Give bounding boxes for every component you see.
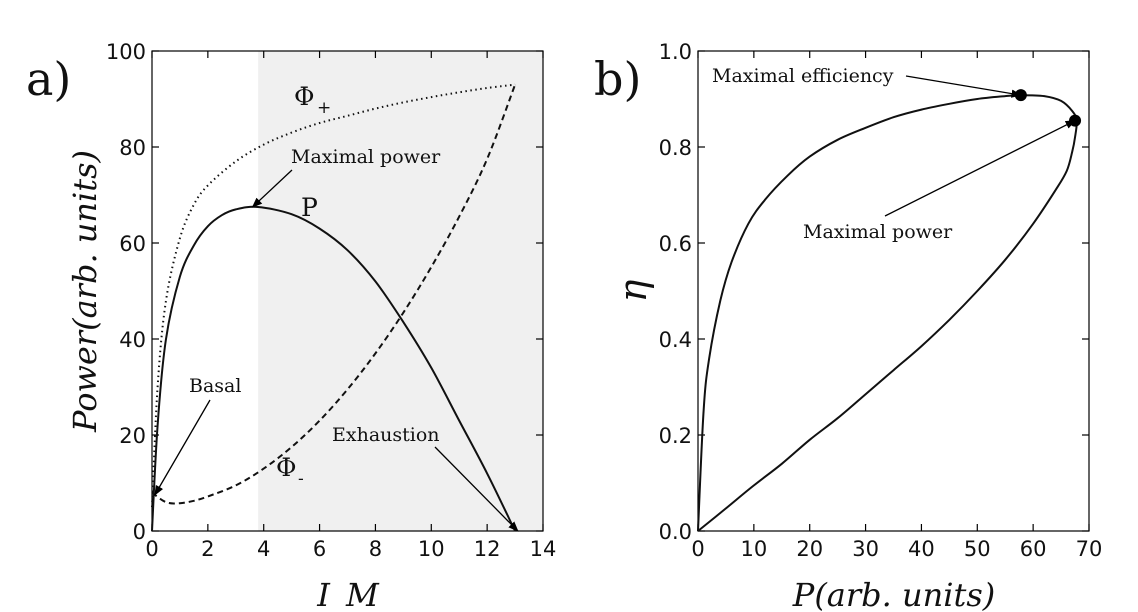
power-curve-label: P bbox=[301, 193, 318, 222]
panel-b-y-axis-title: η bbox=[611, 279, 655, 302]
x-tick-label: 50 bbox=[964, 537, 991, 561]
panel-b-x-ticks: 0 10 20 30 40 50 60 70 bbox=[691, 51, 1102, 561]
x-tick-label: 14 bbox=[530, 537, 557, 561]
y-tick-label: 0.8 bbox=[659, 136, 692, 160]
y-tick-label: 0.4 bbox=[659, 328, 692, 352]
panel-a-x-ticks: 0 2 4 6 8 10 12 14 bbox=[145, 51, 556, 561]
phi-minus-label-main: Φ bbox=[276, 453, 297, 482]
phi-plus-label-main: Φ bbox=[294, 82, 315, 111]
x-tick-label: 12 bbox=[474, 537, 501, 561]
maximal-power-arrow-a bbox=[251, 169, 293, 208]
x-tick-label: 30 bbox=[852, 537, 879, 561]
x-tick-label: 2 bbox=[201, 537, 214, 561]
power-curve bbox=[151, 205, 516, 532]
phi-plus-label-sub: + bbox=[317, 98, 331, 118]
panel-a-label: a) bbox=[26, 52, 71, 106]
y-tick-label: 1.0 bbox=[659, 40, 692, 64]
efficiency-power-curve bbox=[697, 94, 1078, 532]
basal-annotation: Basal bbox=[189, 375, 241, 397]
y-tick-label: 0 bbox=[133, 520, 146, 544]
maximal-power-annotation-a: Maximal power bbox=[291, 146, 441, 168]
phi-plus-curve bbox=[151, 83, 516, 508]
y-tick-label: 0.0 bbox=[659, 520, 692, 544]
panel-a-y-axis-title: Power(arb. units) bbox=[66, 150, 104, 433]
y-tick-label: 60 bbox=[119, 232, 146, 256]
panel-b-x-axis-title: P(arb. units) bbox=[792, 576, 995, 612]
x-tick-label: 6 bbox=[313, 537, 326, 561]
panel-b: 0 10 20 30 40 50 60 70 0.00.20.40.60.81.0 b) η … bbox=[594, 40, 1102, 612]
phi-plus-label: Φ + bbox=[294, 82, 331, 118]
x-tick-label: 10 bbox=[740, 537, 767, 561]
y-tick-label: 80 bbox=[119, 136, 146, 160]
panel-b-y-ticks: 0.0 0.2 0.4 0.6 0.8 1.0 bbox=[659, 40, 1089, 544]
x-tick-label: 10 bbox=[418, 537, 445, 561]
peak-effort-shaded-region bbox=[258, 51, 543, 531]
panel-a-plot-frame bbox=[151, 50, 544, 532]
x-tick-label: 8 bbox=[369, 537, 382, 561]
y-tick-label: 100 bbox=[106, 40, 146, 64]
panel-a: 0 2 4 6 8 10 12 14 0 20 40 60 80 100 a) Power(arb. u… bbox=[26, 40, 556, 612]
maximal-efficiency-arrow bbox=[905, 75, 1022, 98]
y-tick-label: 40 bbox=[119, 328, 146, 352]
phi-minus-label-sub: - bbox=[298, 469, 304, 489]
phi-minus-label: Φ - bbox=[276, 453, 304, 489]
maximal-efficiency-annotation: Maximal efficiency bbox=[712, 65, 894, 87]
x-tick-label: 20 bbox=[796, 537, 823, 561]
maximal-power-annotation-b: Maximal power bbox=[803, 221, 953, 243]
x-tick-label: 0 bbox=[691, 537, 704, 561]
x-tick-label: 40 bbox=[908, 537, 935, 561]
basal-arrow bbox=[154, 399, 211, 496]
x-tick-label: 60 bbox=[1020, 537, 1047, 561]
panel-b-plot-frame bbox=[697, 50, 1090, 532]
exhaustion-annotation: Exhaustion bbox=[332, 424, 440, 446]
x-tick-label: 70 bbox=[1076, 537, 1103, 561]
panel-b-label: b) bbox=[594, 52, 641, 106]
maximal-power-arrow-b bbox=[884, 120, 1076, 217]
y-tick-label: 0.6 bbox=[659, 232, 692, 256]
x-tick-label: 0 bbox=[145, 537, 158, 561]
y-tick-label: 0.2 bbox=[659, 424, 692, 448]
panel-a-x-axis-title: I_M bbox=[316, 576, 380, 612]
y-tick-label: 20 bbox=[119, 424, 146, 448]
phi-minus-curve bbox=[151, 84, 517, 505]
exhaustion-arrow bbox=[434, 446, 519, 532]
x-tick-label: 4 bbox=[257, 537, 270, 561]
panel-a-y-ticks: 0 20 40 60 80 100 bbox=[106, 40, 543, 544]
